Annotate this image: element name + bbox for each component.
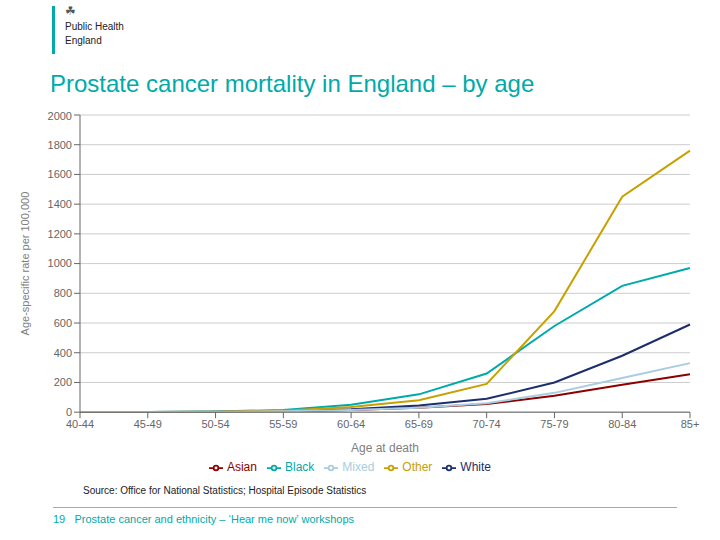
- svg-text:55-59: 55-59: [269, 418, 297, 430]
- svg-text:400: 400: [54, 347, 72, 359]
- html-text:Black: Black: [285, 460, 315, 475]
- html-text:Asian: Asian: [227, 460, 257, 475]
- svg-text:65-69: 65-69: [405, 418, 433, 430]
- html-text:Prostate cancer mortality in E: Prostate cancer mortality in England – b…: [50, 70, 535, 97]
- svg-text:1000: 1000: [48, 257, 72, 269]
- html-text:Mixed: Mixed: [342, 460, 375, 475]
- svg-text:800: 800: [54, 287, 72, 299]
- svg-text:600: 600: [54, 317, 72, 329]
- html-text:19 Prostate cancer and ethnici: 19 Prostate cancer and ethnicity – ‘Hear…: [53, 513, 354, 525]
- svg-text:Age at death: Age at death: [351, 441, 419, 455]
- svg-text:70-74: 70-74: [473, 418, 501, 430]
- svg-text:50-54: 50-54: [201, 418, 229, 430]
- svg-text:1800: 1800: [48, 139, 72, 151]
- html-text:White: White: [460, 460, 491, 475]
- html-text:Other: Other: [402, 460, 433, 475]
- svg-text:1400: 1400: [48, 198, 72, 210]
- svg-text:200: 200: [54, 376, 72, 388]
- svg-text:80-84: 80-84: [608, 418, 636, 430]
- svg-text:1600: 1600: [48, 168, 72, 180]
- svg-text:75-79: 75-79: [540, 418, 568, 430]
- svg-text:85+: 85+: [681, 418, 700, 430]
- html-text:England: England: [65, 35, 102, 46]
- svg-text:0: 0: [66, 406, 72, 418]
- svg-text:45-49: 45-49: [134, 418, 162, 430]
- html-text:Public Health: Public Health: [65, 21, 124, 32]
- html-text:Source: Office for National St: Source: Office for National Statistics; …: [83, 485, 367, 496]
- svg-text:Age-specific rate per 100,000: Age-specific rate per 100,000: [19, 192, 31, 336]
- svg-text:1200: 1200: [48, 228, 72, 240]
- svg-text:2000: 2000: [48, 110, 72, 122]
- svg-text:60-64: 60-64: [337, 418, 365, 430]
- svg-text:40-44: 40-44: [66, 418, 94, 430]
